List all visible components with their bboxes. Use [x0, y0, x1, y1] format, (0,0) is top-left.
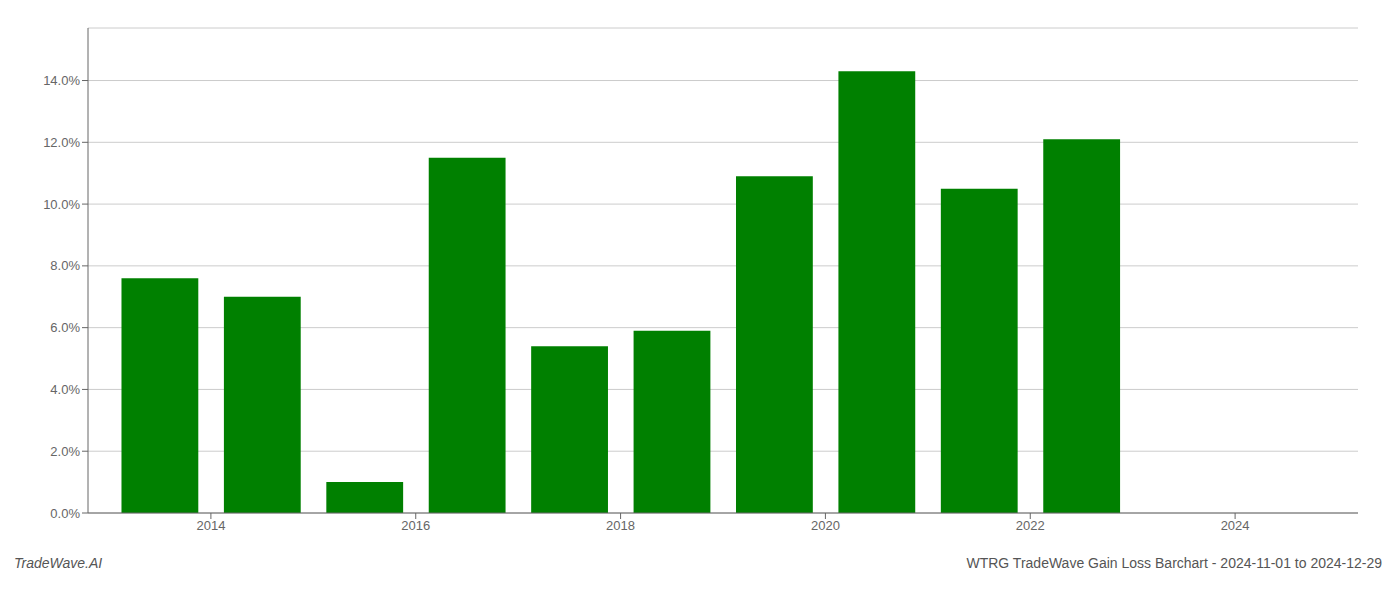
- svg-text:2020: 2020: [811, 518, 840, 533]
- svg-text:4.0%: 4.0%: [50, 382, 80, 397]
- svg-text:0.0%: 0.0%: [50, 506, 80, 521]
- svg-text:6.0%: 6.0%: [50, 320, 80, 335]
- html-text:WTRG TradeWave Gain Loss Barch: WTRG TradeWave Gain Loss Barchart - 2024…: [966, 555, 1382, 571]
- svg-text:2022: 2022: [1016, 518, 1045, 533]
- svg-text:2.0%: 2.0%: [50, 444, 80, 459]
- svg-text:10.0%: 10.0%: [43, 197, 80, 212]
- svg-text:2016: 2016: [401, 518, 430, 533]
- svg-text:8.0%: 8.0%: [50, 258, 80, 273]
- svg-text:14.0%: 14.0%: [43, 73, 80, 88]
- svg-text:12.0%: 12.0%: [43, 135, 80, 150]
- html-text:TradeWave.AI: TradeWave.AI: [14, 555, 103, 571]
- svg-text:2014: 2014: [196, 518, 225, 533]
- svg-text:2024: 2024: [1221, 518, 1250, 533]
- svg-text:2018: 2018: [606, 518, 635, 533]
